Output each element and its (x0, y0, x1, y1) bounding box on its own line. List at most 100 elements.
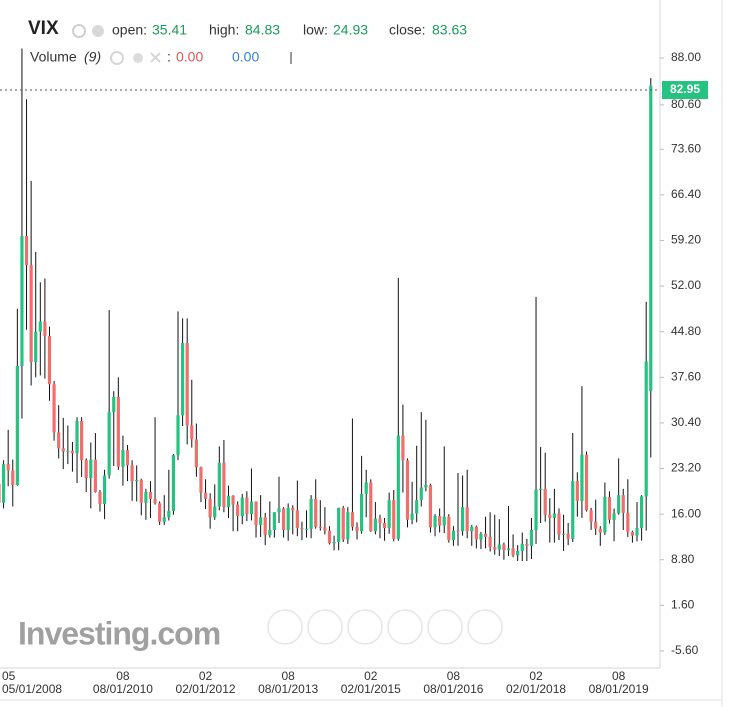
chart-title: VIX (28, 18, 59, 39)
indicator-separator: : (167, 49, 171, 65)
candle-body (38, 321, 42, 332)
candle-body (121, 450, 125, 467)
candle-body (226, 495, 231, 508)
scroll-left-button[interactable] (267, 609, 303, 645)
candle-body (112, 396, 116, 413)
candle-body (571, 481, 575, 539)
candle-body (589, 510, 593, 522)
candle-body (240, 497, 244, 517)
legend-value: 35.41 (152, 22, 187, 38)
candle-body (474, 526, 478, 540)
candle-body (272, 512, 276, 530)
scroll-right-button[interactable] (467, 609, 503, 645)
candle-body (410, 513, 414, 520)
last-price-label: 82.95 (670, 82, 700, 96)
candle-body (580, 454, 584, 501)
candle-body (15, 365, 19, 485)
candle-body (203, 492, 208, 499)
candle-body (350, 512, 355, 527)
remove-icon[interactable] (150, 52, 161, 63)
candle-body (451, 530, 456, 541)
candle-body (598, 528, 602, 533)
x-tick-label: 02 (529, 669, 543, 683)
candle-body (199, 467, 203, 493)
candle-body (387, 500, 391, 529)
y-tick-label: 23.20 (671, 461, 701, 475)
candle-body (291, 507, 295, 511)
candle-body (337, 507, 341, 543)
visibility-icon[interactable] (110, 51, 124, 65)
candle-body (167, 510, 171, 518)
visibility-icon[interactable] (72, 24, 86, 38)
candle-body (378, 518, 382, 523)
x-tick-label: 02/01/2015 (341, 682, 401, 696)
x-tick-label: 05/01/2008 (2, 682, 62, 696)
candle-body (584, 454, 589, 511)
candle-body (309, 498, 313, 529)
candle-body (254, 501, 258, 525)
candle-body (93, 459, 97, 492)
candle-body (89, 459, 93, 479)
x-tick-label: 02 (199, 669, 213, 683)
candle-body (148, 491, 153, 499)
candle-body (130, 465, 134, 482)
candle-body (213, 506, 217, 518)
navigation-buttons[interactable] (267, 609, 503, 645)
x-tick-label: 08/01/2019 (589, 682, 649, 696)
zoom-out-button[interactable] (347, 609, 383, 645)
plot-area (0, 48, 653, 562)
candle-body (346, 512, 350, 540)
candle-body (268, 529, 272, 536)
watermark: Investing.com (18, 615, 220, 651)
candle-body (6, 464, 10, 471)
candle-body (502, 544, 506, 551)
settings-icon[interactable] (92, 25, 104, 37)
candle-body (447, 516, 451, 541)
legend-label: open: (112, 22, 147, 38)
settings-icon[interactable] (133, 53, 143, 63)
candle-body (392, 500, 396, 539)
candle-body (419, 487, 423, 501)
candle-body (249, 501, 254, 515)
candle-body (61, 448, 65, 452)
candle-body (401, 435, 405, 461)
candle-body (52, 384, 56, 433)
candle-body (327, 530, 332, 544)
x-tick-label: 08/01/2016 (423, 682, 483, 696)
candle-body (525, 543, 529, 546)
x-tick-label: 08 (281, 669, 295, 683)
indicator-period: (9) (84, 49, 101, 65)
candle-body (24, 236, 29, 266)
zoom-in-extra-button[interactable] (387, 609, 423, 645)
candle-body (263, 517, 267, 536)
candle-body (332, 542, 336, 544)
candle-body (621, 495, 625, 513)
indicator-value: 0.00 (176, 49, 203, 65)
candle-body (594, 521, 598, 529)
candle-body (516, 550, 520, 556)
candle-body (511, 548, 515, 556)
reset-button[interactable] (427, 609, 463, 645)
zoom-in-button[interactable] (307, 609, 343, 645)
candle-body (529, 529, 534, 546)
candle-body (194, 439, 198, 468)
x-tick-label: 05 (2, 669, 16, 683)
candle-body (543, 488, 547, 515)
candle-body (415, 500, 419, 514)
y-tick-label: 44.80 (671, 324, 701, 338)
candle-body (304, 528, 309, 530)
candle-body (107, 412, 111, 476)
y-tick-label: 88.00 (671, 50, 701, 64)
y-tick-label: 59.20 (671, 233, 701, 247)
candle-body (84, 460, 88, 479)
candle-body (70, 450, 75, 454)
candle-body (649, 85, 653, 392)
y-tick-label: 30.40 (671, 415, 701, 429)
candle-body (1, 464, 6, 503)
candle-body (29, 265, 33, 363)
candle-body (158, 503, 162, 522)
candle-body (20, 236, 24, 366)
candle-body (171, 455, 176, 511)
candle-body (396, 435, 400, 539)
